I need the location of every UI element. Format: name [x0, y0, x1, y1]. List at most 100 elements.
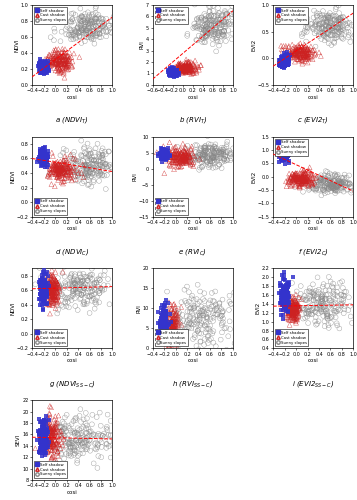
Point — [177, 163, 183, 171]
Point — [207, 157, 213, 165]
Point — [286, 60, 292, 68]
Point — [170, 335, 175, 343]
Point — [42, 435, 48, 443]
Point — [48, 438, 54, 446]
Point — [164, 338, 170, 345]
Point — [172, 68, 178, 76]
Point — [216, 300, 222, 308]
Point — [221, 149, 226, 157]
Point — [280, 296, 286, 304]
Point — [203, 23, 209, 31]
Point — [183, 67, 188, 75]
Point — [54, 280, 59, 287]
Point — [95, 444, 100, 452]
Point — [161, 150, 166, 158]
Point — [94, 278, 99, 286]
Point — [174, 68, 180, 76]
Point — [285, 148, 290, 156]
Point — [55, 158, 60, 166]
Point — [280, 57, 286, 65]
Point — [37, 152, 43, 160]
Point — [335, 186, 340, 194]
Point — [205, 30, 211, 38]
Point — [317, 28, 322, 36]
Point — [302, 57, 308, 65]
Point — [302, 52, 308, 60]
Point — [212, 20, 218, 28]
Point — [40, 288, 46, 296]
Point — [323, 291, 329, 299]
Point — [56, 281, 62, 289]
Point — [47, 410, 52, 418]
Point — [288, 174, 294, 182]
Point — [312, 307, 318, 315]
Point — [168, 66, 174, 74]
Point — [40, 64, 46, 72]
Point — [47, 173, 53, 181]
Point — [57, 56, 62, 64]
Point — [59, 58, 65, 66]
Point — [169, 68, 174, 76]
Point — [326, 184, 331, 192]
Point — [37, 290, 43, 298]
Point — [159, 339, 165, 347]
Point — [42, 436, 47, 444]
Point — [68, 272, 74, 280]
Point — [85, 16, 90, 24]
Point — [78, 436, 84, 444]
Point — [53, 280, 59, 288]
Point — [164, 324, 170, 332]
Point — [85, 162, 90, 170]
Point — [53, 168, 59, 176]
Point — [107, 24, 112, 32]
Point — [170, 146, 176, 154]
Point — [185, 66, 190, 74]
Point — [48, 432, 54, 440]
Point — [162, 306, 168, 314]
Point — [290, 298, 295, 306]
Point — [196, 63, 202, 71]
Point — [179, 154, 185, 162]
Point — [283, 150, 289, 158]
Point — [49, 272, 55, 280]
Point — [281, 56, 286, 64]
Point — [291, 176, 297, 184]
Point — [164, 328, 170, 336]
Point — [84, 26, 89, 34]
Point — [305, 177, 311, 185]
Point — [282, 61, 288, 69]
Point — [179, 162, 185, 170]
Point — [40, 282, 46, 290]
Point — [68, 18, 74, 25]
Point — [287, 316, 292, 324]
Point — [200, 0, 205, 4]
Point — [41, 63, 47, 71]
Point — [213, 48, 219, 56]
Point — [305, 58, 311, 66]
Point — [202, 147, 208, 155]
Point — [163, 149, 169, 157]
Point — [51, 298, 57, 306]
Point — [293, 312, 299, 320]
Point — [44, 163, 50, 171]
Point — [79, 162, 85, 170]
Point — [220, 314, 226, 322]
Point — [216, 148, 222, 156]
Point — [86, 428, 92, 436]
Point — [354, 297, 357, 305]
Point — [301, 52, 307, 60]
Point — [294, 306, 300, 314]
Point — [300, 48, 306, 56]
Point — [47, 280, 53, 288]
Point — [340, 183, 346, 191]
Point — [91, 178, 96, 186]
Point — [62, 174, 67, 182]
Point — [349, 21, 355, 29]
Point — [183, 152, 189, 160]
Point — [291, 174, 296, 182]
Point — [169, 68, 175, 76]
Point — [65, 60, 71, 68]
Point — [185, 64, 191, 72]
Point — [37, 61, 42, 69]
Point — [285, 53, 290, 61]
